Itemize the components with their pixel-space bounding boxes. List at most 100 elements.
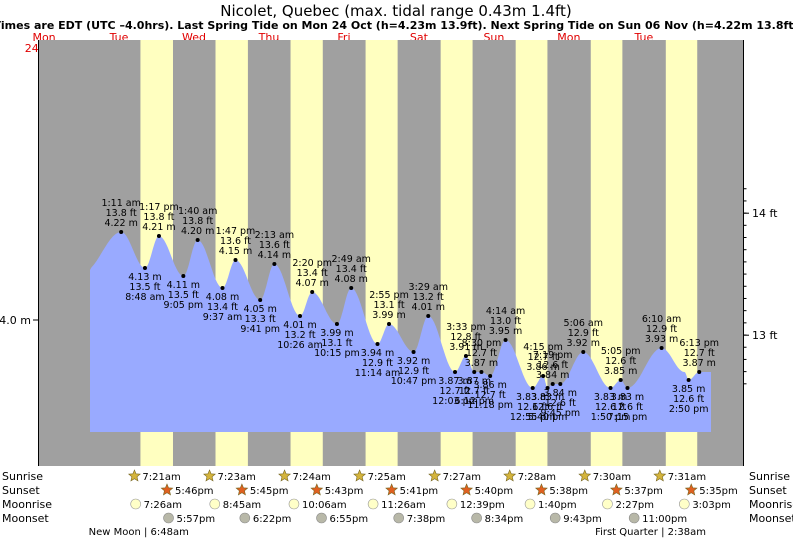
tide-label-line: 4:14 am: [486, 306, 525, 317]
tide-label-line: 12.9 ft: [362, 358, 393, 369]
tide-point: [233, 258, 238, 262]
tide-label-line: 3.87 m: [465, 358, 498, 369]
tide-label-line: 12.9 ft: [646, 324, 677, 335]
tide-point: [488, 374, 493, 378]
tide-label-line: 3.86 m: [473, 380, 506, 391]
tide-label-line: 4.01 m: [412, 302, 445, 313]
row-label-left-moonset: Moonset: [2, 512, 49, 525]
tide-label-line: 3.92 m: [567, 338, 600, 349]
tide-label-line: 12:55 pm: [510, 412, 556, 423]
moonrise-time: 3:03pm: [692, 500, 731, 511]
tide-point: [119, 230, 124, 234]
moonset-time: 8:34pm: [485, 514, 524, 525]
sunrise-time: 7:31am: [668, 472, 706, 483]
tide-label-line: 13.1 ft: [373, 300, 404, 311]
tide-label-line: 8:30 pm: [462, 338, 502, 349]
tide-label-line: 13.4 ft: [297, 268, 328, 279]
tide-label-line: 12.8 ft: [450, 332, 481, 343]
sunrise-time: 7:23am: [218, 472, 256, 483]
tide-label-line: 4.14 m: [258, 250, 291, 261]
tide-label-line: 13.2 ft: [413, 292, 444, 303]
tide-label-line: 3.84 m: [536, 370, 569, 381]
tide-point: [298, 314, 303, 318]
moonrise-icon: [209, 498, 221, 510]
tide-point: [272, 262, 277, 266]
tide-point: [375, 342, 380, 346]
moonset-icon: [628, 512, 640, 524]
sunset-icon: [460, 483, 474, 496]
moonset-time: 11:00pm: [642, 514, 687, 525]
tide-label-line: 1:47 pm: [216, 226, 256, 237]
tide-point: [310, 290, 315, 294]
tide-label-line: 13.5 ft: [168, 290, 199, 301]
tide-label-line: 3.93 m: [645, 334, 678, 345]
moonset-icon: [239, 512, 251, 524]
tide-label-line: 12.9 ft: [568, 328, 599, 339]
tide-label-line: 11:14 am: [355, 368, 400, 379]
sunset-icon: [160, 483, 174, 496]
tide-label-line: 12.6 ft: [532, 402, 563, 413]
row-label-left-moonrise: Moonrise: [2, 498, 52, 511]
moonrise-icon: [446, 498, 458, 510]
tide-label-line: 12.7 ft: [684, 348, 715, 359]
tide-label-line: 4.08 m: [334, 274, 367, 285]
tide-label-line: 3.85 m: [672, 384, 705, 395]
sunset-icon: [235, 483, 249, 496]
tide-label-line: 13.6 ft: [220, 236, 251, 247]
tide-label-line: 4.21 m: [142, 222, 175, 233]
tide-label-line: 6:12 pm: [454, 396, 494, 407]
sunset-icon: [385, 483, 399, 496]
moonrise-time: 7:26am: [144, 500, 182, 511]
tide-label-line: 3.83 m: [611, 392, 644, 403]
sunset-icon: [310, 483, 324, 496]
sunset-time: 5:37pm: [624, 486, 663, 497]
tide-point: [411, 350, 416, 354]
row-label-left-sunset: Sunset: [2, 484, 40, 497]
tide-label-line: 5:05 pm: [601, 346, 641, 357]
tide-label-line: 8:48 am: [125, 292, 164, 303]
tide-label-line: 12.7 ft: [439, 386, 470, 397]
tide-label-line: 12.7 ft: [475, 390, 506, 401]
tide-point: [220, 286, 225, 290]
moonrise-icon: [524, 498, 536, 510]
tide-point: [258, 298, 263, 302]
moonset-time: 7:38pm: [407, 514, 446, 525]
tide-point: [426, 314, 431, 318]
left-axis-label: 4.0 m: [0, 314, 31, 327]
height-axes: 4.0 m 14 ft 13 ft: [0, 40, 778, 466]
tide-label-line: 4:15 pm: [523, 342, 563, 353]
chart-title: Nicolet, Quebec (max. tidal range 0.43m …: [220, 2, 571, 20]
tide-point: [181, 274, 186, 278]
tide-label-line: 3:29 am: [409, 282, 448, 293]
tide-point: [349, 286, 354, 290]
tide-point: [545, 386, 550, 390]
tide-label-line: 5:06 am: [564, 318, 603, 329]
sunset-icon: [609, 483, 623, 496]
sunrise-icon: [503, 469, 517, 482]
row-label-right-sunset: Sunset: [749, 484, 787, 497]
tide-point: [156, 234, 161, 238]
moonset-icon: [549, 512, 561, 524]
sunrise-time: 7:28am: [518, 472, 556, 483]
tide-point: [195, 238, 200, 242]
sunset-time: 5:40pm: [475, 486, 514, 497]
right-axis-label: 13 ft: [752, 329, 778, 342]
tide-label-line: 5:40 pm: [528, 412, 568, 423]
tide-point: [541, 374, 546, 378]
tide-label-line: 13.8 ft: [182, 216, 213, 227]
tide-label-line: 7:19 pm: [533, 350, 573, 361]
sunset-time: 5:35pm: [699, 486, 738, 497]
tide-label-line: 9:41 pm: [240, 324, 280, 335]
sunset-time: 5:46pm: [175, 486, 214, 497]
tide-label-line: 4.15 m: [219, 246, 252, 257]
tide-label-line: 4.20 m: [181, 226, 214, 237]
tide-label-line: 4.11 m: [167, 280, 200, 291]
sunrise-time: 7:24am: [293, 472, 331, 483]
tide-label-line: 2:13 am: [255, 230, 294, 241]
tide-point: [625, 386, 630, 390]
tide-label-line: 12.6 ft: [545, 398, 576, 409]
tide-label-line: 1:50 pm: [591, 412, 631, 423]
tide-label-line: 2:20 pm: [292, 258, 332, 269]
moonrise-icon: [679, 498, 690, 510]
sunrise-time: 7:21am: [142, 472, 180, 483]
